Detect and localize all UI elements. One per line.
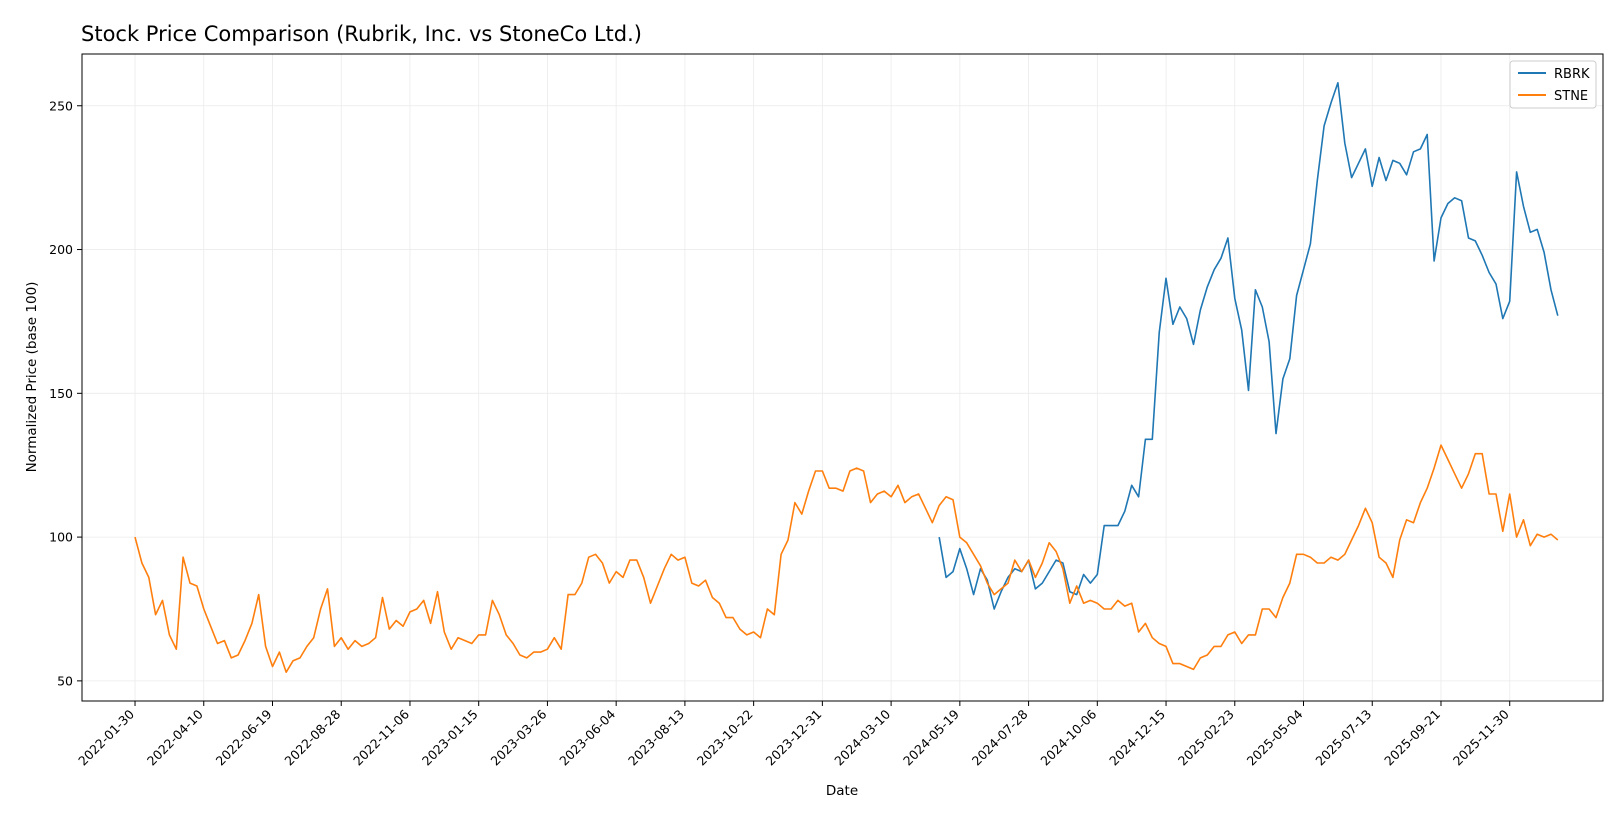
x-tick-label: 2022-04-10: [144, 706, 206, 768]
x-tick-label: 2023-08-13: [625, 707, 687, 769]
x-axis: 2022-01-30 2022-04-10 2022-06-19 2022-08-28…: [75, 701, 1512, 768]
y-tick-label: 50: [57, 673, 73, 688]
x-tick-label: 2023-03-26: [488, 706, 550, 768]
x-tick-label: 2025-07-13: [1312, 707, 1374, 769]
y-tick-label: 250: [49, 98, 73, 113]
x-axis-title: Date: [826, 783, 858, 799]
x-tick-label: 2023-12-31: [763, 707, 825, 769]
chart-title: Stock Price Comparison (Rubrik, Inc. vs …: [81, 22, 642, 46]
x-tick-label: 2023-06-04: [556, 706, 618, 768]
x-tick-label: 2025-05-04: [1244, 706, 1306, 768]
x-tick-label: 2025-02-23: [1175, 707, 1237, 769]
x-tick-label: 2023-01-15: [419, 707, 481, 769]
y-tick-label: 100: [49, 530, 73, 545]
y-tick-label: 200: [49, 242, 73, 257]
y-axis: 50 100 150 200 250: [49, 98, 82, 688]
series-lines: [134, 82, 1559, 673]
x-tick-label: 2025-09-21: [1381, 707, 1443, 769]
x-tick-label: 2022-06-19: [213, 706, 275, 768]
y-tick-label: 150: [49, 386, 73, 401]
x-tick-label: 2022-01-30: [75, 706, 137, 768]
x-tick-label: 2024-07-28: [969, 706, 1031, 768]
legend-label-rbrk: RBRK: [1554, 67, 1590, 82]
legend-label-stne: STNE: [1554, 89, 1588, 104]
x-tick-label: 2022-11-06: [350, 706, 412, 768]
x-tick-label: 2024-03-10: [831, 706, 893, 768]
x-tick-label: 2024-05-19: [900, 706, 962, 768]
series-line-stne: [134, 444, 1559, 673]
x-tick-label: 2022-08-28: [281, 706, 343, 768]
x-tick-label: 2024-10-06: [1037, 706, 1099, 768]
y-axis-title: Normalized Price (base 100): [24, 282, 40, 473]
plot-area-frame: [81, 53, 1604, 702]
x-tick-label: 2023-10-22: [694, 707, 756, 769]
x-tick-label: 2024-12-15: [1106, 707, 1168, 769]
grid-lines: [82, 54, 1603, 701]
legend: RBRK STNE: [1509, 60, 1597, 109]
series-line-rbrk: [938, 82, 1559, 610]
x-tick-label: 2025-11-30: [1450, 706, 1512, 768]
